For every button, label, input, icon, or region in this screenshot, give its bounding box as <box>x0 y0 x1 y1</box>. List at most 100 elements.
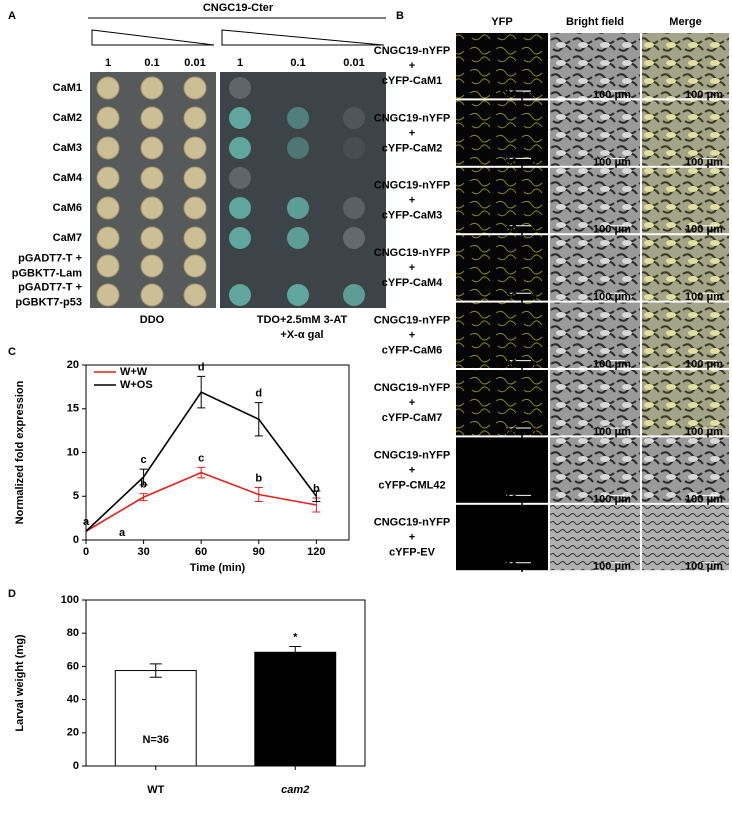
colony <box>229 107 251 129</box>
construct-label: CNGC19-nYFP <box>374 180 450 192</box>
colony <box>229 197 251 219</box>
medium-label: +X-α gal <box>280 329 323 341</box>
y-axis-label: Larval weight (mg) <box>14 634 26 732</box>
significance-letter: d <box>198 361 205 373</box>
bar-label: N=36 <box>142 734 169 746</box>
colony <box>287 284 309 306</box>
micrograph <box>550 33 640 99</box>
scale-bar-label: 100 μm <box>499 493 537 505</box>
strain-label: CaM4 <box>53 172 83 184</box>
colony <box>343 137 365 159</box>
colony <box>183 166 207 190</box>
colony <box>96 166 120 190</box>
scale-bar-label: 100 μm <box>499 426 537 438</box>
series-line <box>85 471 317 532</box>
panel-label: C <box>8 346 16 358</box>
scale-bar-label: 100 μm <box>685 291 723 303</box>
micrograph <box>550 167 640 234</box>
colony <box>183 76 207 100</box>
x-axis-label: Time (min) <box>190 562 246 574</box>
y-tick-label: 60 <box>67 660 79 672</box>
strain-label: CaM6 <box>53 202 82 214</box>
bar <box>254 651 337 767</box>
error-bar <box>139 493 148 502</box>
error-bar <box>254 402 263 437</box>
y-tick-label: 80 <box>67 627 79 639</box>
construct-label: + <box>409 127 415 139</box>
dilution-label: 0.1 <box>290 57 305 69</box>
significance-letter: d <box>255 388 262 400</box>
colony <box>183 136 207 160</box>
scale-bar-label: 100 μm <box>593 156 631 168</box>
colony <box>343 197 365 219</box>
micrograph <box>550 302 640 368</box>
error-bar <box>139 468 148 486</box>
panel-label: A <box>8 10 16 22</box>
x-tick-label: cam2 <box>281 784 309 796</box>
micrograph <box>642 100 729 166</box>
colony <box>96 283 120 307</box>
colony <box>140 196 164 220</box>
y-tick-label: 40 <box>67 694 79 706</box>
scale-bar-label: 100 μm <box>685 359 723 371</box>
construct-label: + <box>409 195 415 207</box>
colony <box>343 284 365 306</box>
construct-label: CNGC19-nYFP <box>374 112 450 124</box>
construct-label: cYFP-CaM4 <box>382 277 443 289</box>
scale-bar-label: 100 μm <box>499 156 537 168</box>
construct-label: cYFP-CaM6 <box>382 345 443 357</box>
construct-label: + <box>409 532 415 544</box>
construct-label: cYFP-CaM7 <box>382 412 443 424</box>
x-tick-label: WT <box>147 784 164 796</box>
construct-label: + <box>409 262 415 274</box>
micrograph <box>456 167 548 234</box>
plate <box>220 72 386 308</box>
panel-label: D <box>8 588 16 600</box>
construct-label: CNGC19-nYFP <box>374 517 450 529</box>
construct-label: + <box>409 330 415 342</box>
column-header: YFP <box>491 16 512 28</box>
significance-letter: c <box>141 454 147 466</box>
colony <box>140 166 164 190</box>
micrograph <box>550 437 640 503</box>
significance-letter: a <box>83 516 90 528</box>
dilution-wedge <box>91 29 215 46</box>
scale-bar-label: 100 μm <box>685 224 723 236</box>
bar-label: N=36 <box>282 734 309 746</box>
scale-bar-label: 100 μm <box>499 89 537 101</box>
medium-label: DDO <box>140 314 165 326</box>
x-tick-label: 0 <box>83 546 89 558</box>
colony <box>96 136 120 160</box>
construct-label: cYFP-CaM2 <box>382 142 443 154</box>
colony <box>343 107 365 129</box>
scale-bar-label: 100 μm <box>685 426 723 438</box>
error-bar <box>312 490 321 502</box>
error-bar <box>254 487 263 502</box>
colony <box>229 77 251 99</box>
micrograph <box>642 235 729 301</box>
micrograph <box>456 302 548 368</box>
construct-label: cYFP-CaM1 <box>382 75 443 87</box>
colony <box>287 227 309 249</box>
strain-label: pGBKT7-p53 <box>15 296 82 308</box>
significance-letter: c <box>198 452 204 464</box>
micrograph <box>642 167 729 234</box>
x-tick-label: 60 <box>195 546 207 558</box>
colony <box>287 107 309 129</box>
scale-bar-label: 100 μm <box>593 224 631 236</box>
micrograph <box>456 100 548 166</box>
column-header: Bright field <box>566 16 624 28</box>
scale-bar-label: 100 μm <box>499 561 537 573</box>
medium-label: TDO+2.5mM 3-AT <box>257 314 348 326</box>
colony <box>140 106 164 130</box>
column-header: Merge <box>669 16 701 28</box>
colony <box>96 106 120 130</box>
scale-bar-label: 100 μm <box>593 359 631 371</box>
y-tick-label: 5 <box>73 490 79 502</box>
colony <box>229 284 251 306</box>
strain-label: CaM1 <box>53 82 82 94</box>
colony <box>287 137 309 159</box>
strain-label: CaM7 <box>53 232 82 244</box>
micrograph <box>550 504 640 571</box>
micrograph <box>642 504 729 571</box>
